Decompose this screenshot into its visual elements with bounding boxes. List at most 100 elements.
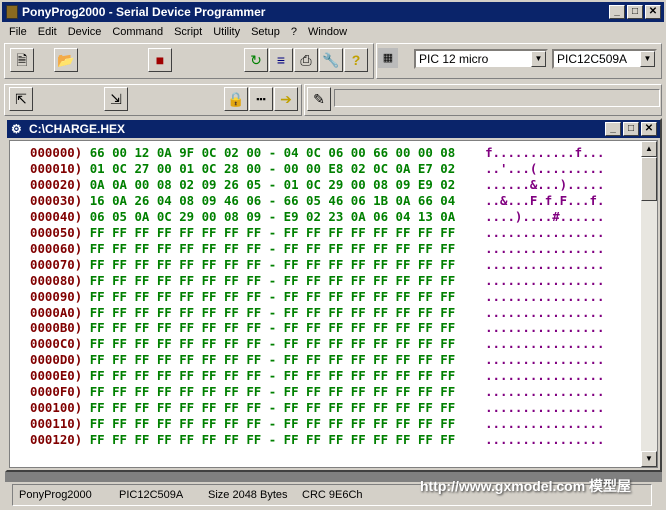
read-button[interactable]: ≡ (269, 48, 293, 72)
row-hex: FF FF FF FF FF FF FF FF - FF FF FF FF FF… (89, 320, 456, 336)
row-ascii: ................ (485, 304, 605, 320)
row-ascii: ................ (485, 336, 605, 352)
child-title-bar: ⚙ C:\CHARGE.HEX _ □ ✕ (7, 120, 660, 138)
status-device: PIC12C509A (119, 489, 184, 501)
row-hex: FF FF FF FF FF FF FF FF - FF FF FF FF FF… (89, 240, 456, 256)
device-select[interactable]: PIC12C509A ▼ (552, 49, 657, 69)
menu-edit[interactable]: Edit (37, 26, 57, 38)
row-addr: 0000E0) (30, 368, 83, 384)
close-button[interactable]: ✕ (645, 5, 661, 19)
minimize-button[interactable]: _ (609, 5, 625, 19)
row-ascii: ................ (485, 352, 605, 368)
device-toolbar (376, 43, 662, 79)
status-bar: PonyProg2000 PIC12C509A Size 2048 Bytes … (12, 484, 652, 506)
row-addr: 000030) (30, 192, 83, 208)
note-field[interactable] (334, 89, 660, 107)
table-row: 000110) FF FF FF FF FF FF FF FF - FF FF … (30, 416, 604, 432)
scroll-thumb[interactable] (641, 157, 657, 201)
table-row: 0000B0) FF FF FF FF FF FF FF FF - FF FF … (30, 320, 604, 336)
menu-window[interactable]: Window (307, 26, 348, 38)
command-toolbar (4, 84, 302, 116)
row-addr: 000010) (30, 160, 83, 176)
child-maximize-button[interactable]: □ (623, 122, 639, 136)
reload-icon: ↻ (250, 52, 262, 68)
table-row: 0000E0) FF FF FF FF FF FF FF FF - FF FF … (30, 368, 604, 384)
menu-script[interactable]: Script (174, 26, 203, 38)
chevron-down-icon: ▼ (640, 51, 655, 67)
lock-button[interactable]: 🔒 (224, 87, 248, 111)
table-row: 0000C0) FF FF FF FF FF FF FF FF - FF FF … (30, 336, 604, 352)
row-ascii: ......&...)..... (485, 176, 605, 192)
menu-device[interactable]: Device (67, 26, 102, 38)
title-bar: PonyProg2000 - Serial Device Programmer … (2, 2, 664, 22)
row-hex: 0A 0A 00 08 02 09 26 05 - 01 0C 29 00 08… (89, 176, 456, 192)
scroll-down-icon[interactable]: ▼ (641, 451, 657, 467)
edit-note-button[interactable]: ✎ (307, 87, 331, 111)
table-row: 000030) 16 0A 26 04 08 09 46 06 - 66 05 … (30, 193, 604, 209)
child-close-button[interactable]: ✕ (641, 122, 657, 136)
scroll-up-icon[interactable]: ▲ (641, 141, 657, 157)
floppy-icon: ■ (155, 52, 165, 68)
row-addr: 000070) (30, 256, 83, 272)
row-addr: 000080) (30, 272, 83, 288)
menu-utility[interactable]: Utility (213, 26, 241, 38)
row-hex: FF FF FF FF FF FF FF FF - FF FF FF FF FF… (89, 384, 456, 400)
row-hex: FF FF FF FF FF FF FF FF - FF FF FF FF FF… (89, 272, 456, 288)
setup-button[interactable]: 🔧 (319, 48, 343, 72)
menu-help[interactable]: ? (290, 26, 297, 38)
table-row: 0000F0) FF FF FF FF FF FF FF FF - FF FF … (30, 384, 604, 400)
row-addr: 000060) (30, 240, 83, 256)
open-button[interactable]: 📂 (54, 48, 78, 72)
row-ascii: ................ (485, 240, 605, 256)
new-file-button[interactable]: 🗎 (10, 48, 34, 72)
menu-setup[interactable]: Setup (251, 26, 280, 38)
row-hex: FF FF FF FF FF FF FF FF - FF FF FF FF FF… (89, 224, 456, 240)
row-ascii: ................ (485, 416, 605, 432)
program-button[interactable]: ➔ (274, 87, 298, 111)
document-icon: ⚙ (11, 122, 22, 136)
reload-button[interactable]: ↻ (244, 48, 268, 72)
read-device-button[interactable]: ⇱ (9, 87, 33, 111)
row-addr: 000020) (30, 176, 83, 192)
print-button[interactable]: ⎙ (294, 48, 318, 72)
table-row: 0000A0) FF FF FF FF FF FF FF FF - FF FF … (30, 305, 604, 321)
row-ascii: f...........f... (485, 145, 605, 160)
printer-icon: ⎙ (300, 52, 312, 68)
row-addr: 0000A0) (30, 304, 83, 320)
folder-icon: 📂 (57, 52, 75, 68)
maximize-button[interactable]: □ (627, 5, 643, 19)
save-button[interactable]: ■ (148, 48, 172, 72)
write-device-button[interactable]: ⇲ (104, 87, 128, 111)
status-app: PonyProg2000 (19, 489, 92, 501)
app-icon (6, 5, 18, 19)
chip-icon: ▦ (378, 48, 398, 68)
device-family-select[interactable]: PIC 12 micro ▼ (414, 49, 548, 69)
note-pencil-icon: ✎ (313, 91, 325, 107)
grid-icon: ▪▪▪ (256, 94, 266, 104)
row-addr: 000120) (30, 432, 83, 448)
row-hex: FF FF FF FF FF FF FF FF - FF FF FF FF FF… (89, 336, 456, 352)
write-device-icon: ⇲ (110, 91, 122, 107)
hex-view[interactable]: 000000) 66 00 12 0A 9F 0C 02 00 - 04 0C … (9, 140, 658, 468)
row-addr: 000100) (30, 400, 83, 416)
menu-file[interactable]: File (9, 26, 27, 38)
config-bits-button[interactable]: ▪▪▪ (249, 87, 273, 111)
row-hex: FF FF FF FF FF FF FF FF - FF FF FF FF FF… (89, 400, 456, 416)
row-addr: 000040) (30, 208, 83, 224)
menu-bar: File Edit Device Command Script Utility … (4, 23, 353, 41)
vertical-scrollbar[interactable]: ▲ ▼ (641, 141, 657, 467)
help-button[interactable]: ? (344, 48, 368, 72)
row-hex: 06 05 0A 0C 29 00 08 09 - E9 02 23 0A 06… (89, 208, 456, 224)
row-hex: FF FF FF FF FF FF FF FF - FF FF FF FF FF… (89, 416, 456, 432)
child-minimize-button[interactable]: _ (605, 122, 621, 136)
menu-command[interactable]: Command (112, 26, 164, 38)
lock-icon: 🔒 (227, 91, 245, 107)
read-icon: ≡ (276, 52, 286, 68)
table-row: 000010) 01 0C 27 00 01 0C 28 00 - 00 00 … (30, 161, 604, 177)
device-family-value: PIC 12 micro (419, 52, 489, 66)
row-ascii: ................ (485, 256, 605, 272)
row-addr: 0000B0) (30, 320, 83, 336)
chevron-down-icon: ▼ (531, 51, 546, 67)
row-hex: FF FF FF FF FF FF FF FF - FF FF FF FF FF… (89, 304, 456, 320)
table-row: 000060) FF FF FF FF FF FF FF FF - FF FF … (30, 241, 604, 257)
